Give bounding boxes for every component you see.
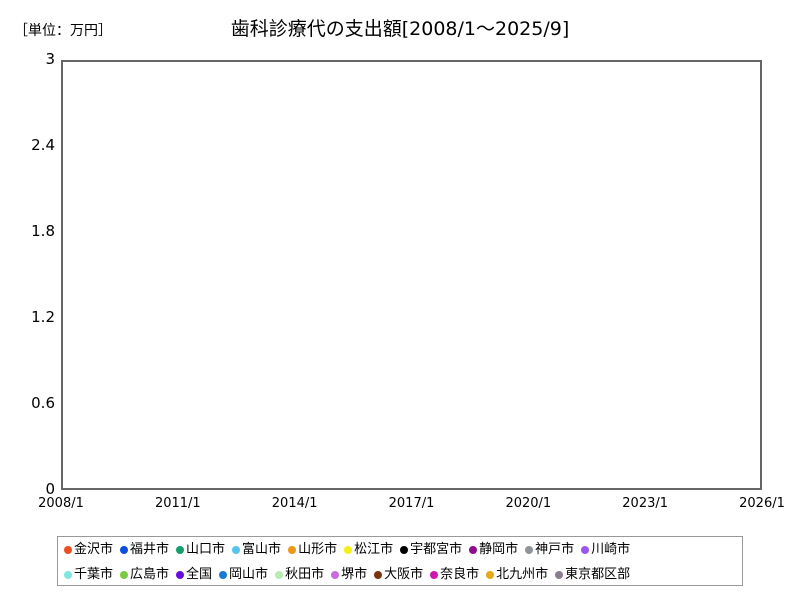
legend-marker-icon [120,545,129,554]
legend-marker-icon [219,570,228,579]
legend-marker-icon [275,570,284,579]
legend-item-東京都区部[interactable]: 東京都区部 [555,568,630,581]
legend-label: 福井市 [130,542,170,557]
legend-item-山口市[interactable]: 山口市 [176,543,225,556]
y-tick-label: 0 [45,480,55,498]
legend-item-岡山市[interactable]: 岡山市 [219,568,268,581]
legend-label: 広島市 [130,567,170,582]
x-tick-label: 2026/1 [739,496,785,511]
y-tick-label: 3 [45,50,55,68]
legend-marker-icon [232,545,241,554]
legend-item-全国[interactable]: 全国 [176,568,212,581]
legend-marker-icon [469,545,478,554]
legend-marker-icon [525,545,534,554]
legend-item-北九州市[interactable]: 北九州市 [486,568,548,581]
y-tick-label: 0.6 [31,394,55,412]
legend-label: 神戸市 [535,542,575,557]
legend-item-秋田市[interactable]: 秋田市 [275,568,324,581]
chart-title: 歯科診療代の支出額[2008/1〜2025/9] [230,18,570,40]
legend-marker-icon [288,545,297,554]
legend-label: 大阪市 [384,567,424,582]
legend-label: 秋田市 [285,567,325,582]
plot-area [61,60,762,490]
legend-item-千葉市[interactable]: 千葉市 [64,568,113,581]
legend-item-奈良市[interactable]: 奈良市 [430,568,479,581]
legend-item-広島市[interactable]: 広島市 [120,568,169,581]
legend-label: 山口市 [186,542,226,557]
legend-marker-icon [374,570,383,579]
x-tick-label: 2017/1 [388,496,435,511]
legend-item-山形市[interactable]: 山形市 [288,543,337,556]
legend-label: 川崎市 [591,542,631,557]
legend-label: 奈良市 [440,567,480,582]
legend-row-1: 金沢市 福井市 山口市 富山市 山形市 松江市 宇都宮市 静岡市 神戸市 川崎市 [58,537,742,562]
legend-label: 千葉市 [74,567,114,582]
legend-marker-icon [64,545,72,554]
legend-item-松江市[interactable]: 松江市 [344,543,393,556]
y-axis-ticks: 0 0.6 1.2 1.8 2.4 3 [0,0,55,600]
y-tick-label: 1.8 [31,222,55,240]
legend-label: 岡山市 [229,567,269,582]
legend-label: 富山市 [242,542,282,557]
legend-item-金沢市[interactable]: 金沢市 [64,543,113,556]
legend-marker-icon [176,570,185,579]
legend-label: 東京都区部 [565,567,631,582]
legend-label: 金沢市 [74,542,114,557]
legend-marker-icon [555,570,564,579]
legend-marker-icon [120,570,129,579]
legend-item-宇都宮市[interactable]: 宇都宮市 [400,543,462,556]
legend-marker-icon [486,570,495,579]
plot-frame [61,60,762,490]
legend-item-富山市[interactable]: 富山市 [232,543,281,556]
x-tick-label: 2023/1 [622,496,669,511]
legend-label: 山形市 [298,542,338,557]
legend-marker-icon [581,545,590,554]
legend-row-2: 千葉市 広島市 全国 岡山市 秋田市 堺市 大阪市 奈良市 北九州市 東京都区部 [58,562,742,587]
x-tick-label: 2011/1 [154,496,201,511]
x-tick-label: 2014/1 [271,496,318,511]
legend-label: 宇都宮市 [410,542,463,557]
legend-marker-icon [344,545,353,554]
legend-item-福井市[interactable]: 福井市 [120,543,169,556]
legend-marker-icon [64,570,72,579]
legend-item-静岡市[interactable]: 静岡市 [469,543,518,556]
y-tick-label: 1.2 [31,308,55,326]
legend-marker-icon [331,570,340,579]
legend-label: 全国 [186,567,213,582]
legend-marker-icon [400,545,409,554]
legend-label: 松江市 [354,542,394,557]
legend-marker-icon [176,545,185,554]
legend-item-大阪市[interactable]: 大阪市 [374,568,423,581]
legend-item-川崎市[interactable]: 川崎市 [581,543,630,556]
x-tick-label: 2020/1 [505,496,552,511]
legend-item-堺市[interactable]: 堺市 [331,568,367,581]
y-tick-label: 2.4 [31,136,55,154]
legend-label: 北九州市 [496,567,549,582]
legend: 金沢市 福井市 山口市 富山市 山形市 松江市 宇都宮市 静岡市 神戸市 川崎市 千葉市 広島市 全国… [57,536,743,586]
legend-item-神戸市[interactable]: 神戸市 [525,543,574,556]
unit-label: ［単位：万円］ [14,23,112,39]
x-tick-label: 2008/1 [38,496,84,511]
legend-marker-icon [430,570,439,579]
legend-label: 静岡市 [479,542,519,557]
legend-label: 堺市 [341,567,368,582]
